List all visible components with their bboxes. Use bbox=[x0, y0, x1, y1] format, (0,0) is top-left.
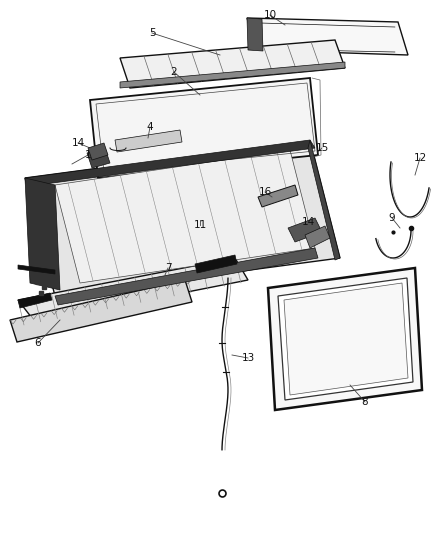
Text: 8: 8 bbox=[362, 397, 368, 407]
Polygon shape bbox=[278, 278, 413, 400]
Text: 6: 6 bbox=[35, 338, 41, 348]
Polygon shape bbox=[25, 140, 340, 296]
Text: 16: 16 bbox=[258, 187, 272, 197]
Polygon shape bbox=[120, 40, 345, 88]
Text: 4: 4 bbox=[147, 122, 153, 132]
Polygon shape bbox=[305, 226, 330, 248]
Polygon shape bbox=[18, 265, 55, 274]
Polygon shape bbox=[10, 280, 192, 342]
Polygon shape bbox=[247, 18, 263, 51]
Polygon shape bbox=[247, 18, 408, 55]
Text: 5: 5 bbox=[148, 28, 155, 38]
Polygon shape bbox=[268, 268, 422, 410]
Text: 11: 11 bbox=[193, 220, 207, 230]
Text: 7: 7 bbox=[165, 263, 171, 273]
Polygon shape bbox=[25, 178, 60, 290]
Polygon shape bbox=[55, 248, 318, 305]
Polygon shape bbox=[90, 78, 318, 178]
Text: 10: 10 bbox=[263, 10, 276, 20]
Text: 13: 13 bbox=[241, 353, 254, 363]
Polygon shape bbox=[115, 130, 182, 152]
Text: 12: 12 bbox=[413, 153, 427, 163]
Polygon shape bbox=[18, 258, 248, 322]
Polygon shape bbox=[258, 185, 298, 207]
Polygon shape bbox=[18, 293, 52, 308]
Polygon shape bbox=[87, 148, 110, 168]
Polygon shape bbox=[55, 150, 315, 283]
Text: 15: 15 bbox=[315, 143, 328, 153]
Text: 9: 9 bbox=[389, 213, 396, 223]
Polygon shape bbox=[120, 62, 345, 88]
Polygon shape bbox=[88, 143, 108, 160]
Polygon shape bbox=[284, 283, 408, 395]
Text: 14: 14 bbox=[71, 138, 85, 148]
Text: 1: 1 bbox=[85, 150, 91, 160]
Text: 14: 14 bbox=[301, 217, 314, 227]
Polygon shape bbox=[25, 140, 315, 186]
Polygon shape bbox=[195, 255, 237, 273]
Polygon shape bbox=[288, 218, 322, 242]
Polygon shape bbox=[308, 140, 340, 260]
Text: 2: 2 bbox=[171, 67, 177, 77]
